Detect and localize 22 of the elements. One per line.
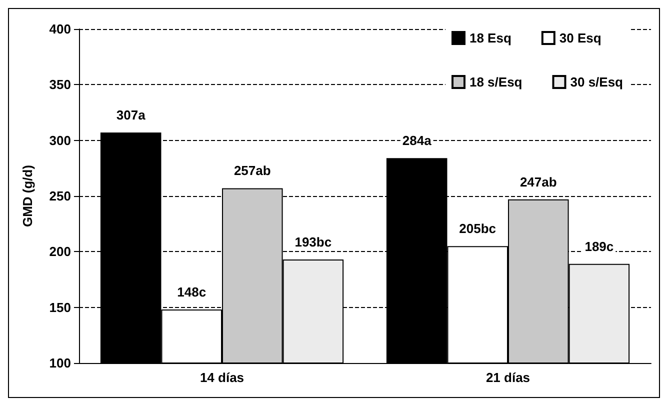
y-tick-label: 350: [49, 77, 71, 92]
data-label: 148c: [177, 284, 206, 300]
data-label: 189c: [584, 238, 614, 254]
y-tick-label: 400: [49, 22, 71, 36]
x-tick-label: 21 días: [486, 370, 530, 385]
data-label: 307a: [116, 108, 146, 123]
data-label: 247ab: [520, 174, 557, 190]
x-tick-label: 14 días: [200, 370, 244, 385]
legend-label: 18 Esq: [469, 30, 512, 46]
data-label: 193bc: [294, 234, 332, 250]
y-tick-label: 100: [49, 356, 71, 370]
y-tick-label: 200: [49, 244, 71, 260]
legend-label: 30 Esq: [559, 30, 602, 46]
y-axis-title: GMD (g/d): [20, 164, 35, 228]
y-tick-label: 300: [49, 132, 71, 148]
y-tick-label: 150: [49, 300, 71, 315]
data-label: 284a: [402, 133, 432, 148]
data-label: 257ab: [234, 163, 271, 178]
data-label: 205bc: [459, 221, 496, 236]
legend-label: 30 s/Esq: [570, 74, 624, 90]
legend-label: 18 s/Esq: [469, 74, 522, 90]
y-tick-label: 250: [49, 188, 71, 204]
